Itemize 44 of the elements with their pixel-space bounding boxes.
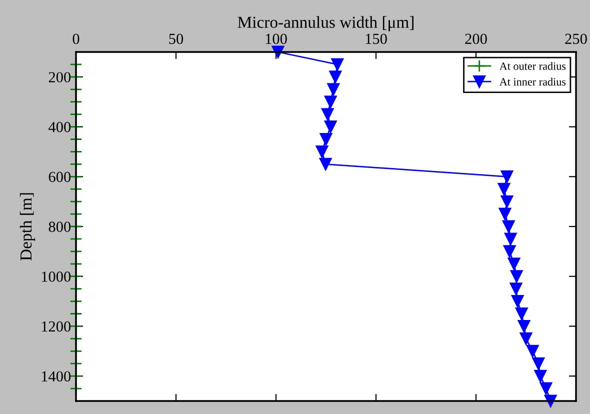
x-tick-label: 50: [169, 34, 184, 44]
x-tick-label: 250: [565, 34, 587, 44]
point: [510, 270, 523, 283]
y-tick-label: 1200: [42, 321, 71, 332]
point: [324, 120, 337, 134]
x-tick-label: 100: [266, 34, 287, 44]
point: [526, 344, 539, 358]
point: [510, 282, 522, 296]
point: [498, 182, 510, 196]
point: [498, 208, 512, 220]
point: [500, 195, 514, 208]
x-tick-label: 200: [465, 34, 487, 44]
point: [540, 382, 552, 395]
point: [316, 145, 328, 158]
point: [502, 220, 515, 233]
y-axis-title: Depth [m]: [20, 193, 36, 260]
y-tick-label: 1400: [42, 371, 71, 382]
point: [327, 83, 340, 96]
point: [515, 308, 528, 320]
y-tick-label: 400: [48, 122, 71, 132]
y-tick-label: 1000: [42, 272, 71, 282]
x-axis-title: Micro-annulus width [μm]: [238, 16, 414, 32]
point: [518, 320, 530, 332]
point: [532, 357, 545, 370]
y-tick-label: 200: [48, 72, 71, 82]
point: [511, 295, 524, 308]
point: [329, 70, 342, 84]
point: [504, 232, 517, 246]
point: [319, 158, 332, 170]
point: [534, 370, 547, 382]
point: [520, 332, 532, 345]
point: [503, 245, 516, 258]
legend-label: At outer radius: [499, 62, 566, 70]
point: [324, 96, 337, 108]
point: [331, 58, 344, 71]
y-tick-label: 600: [48, 172, 71, 182]
x-tick-label: 0: [72, 34, 80, 44]
point: [508, 258, 520, 270]
y-tick-label: 800: [48, 222, 71, 232]
x-tick-label: 150: [366, 34, 387, 44]
legend-label: At inner radius: [499, 78, 566, 86]
point: [320, 133, 332, 146]
point: [500, 170, 514, 183]
point: [321, 108, 334, 121]
